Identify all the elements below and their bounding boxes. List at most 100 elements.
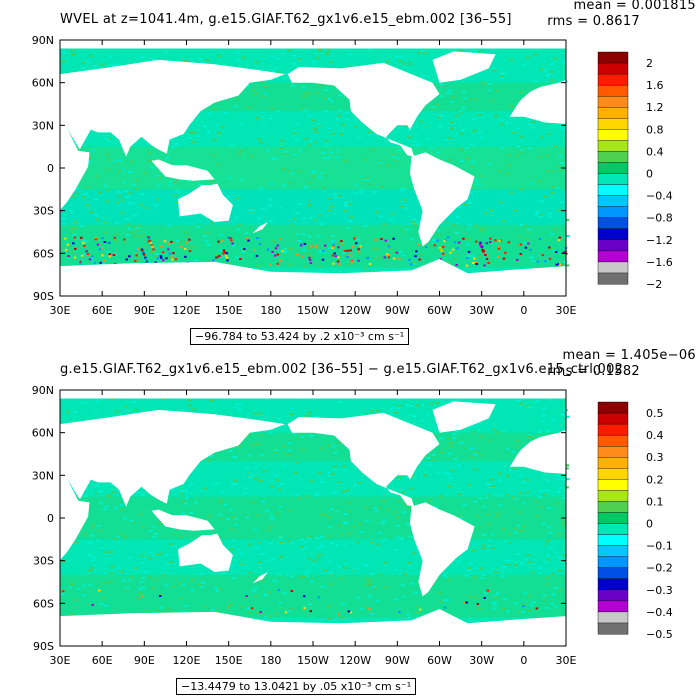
mean-stat: mean = 1.405e−06 (562, 348, 696, 363)
colorbar-swatch (597, 162, 629, 175)
x-tick-label: 180 (260, 654, 281, 667)
y-tick-label: 0 (47, 162, 54, 175)
colorbar-label: −0.8 (646, 212, 673, 225)
colorbar-label: 1.6 (646, 79, 664, 92)
colorbar-swatch (597, 556, 629, 569)
colorbar-swatch (597, 611, 629, 624)
colorbar-label: 0.8 (646, 123, 664, 136)
x-tick-label: 90E (134, 654, 155, 667)
colorbar: 2 1.6 1.2 0.8 0.4 0 −0.4 −0.8 −1.2 −1.6 −2 (597, 51, 673, 291)
x-tick-label: 30W (469, 304, 494, 317)
y-tick-label: 0 (47, 512, 54, 525)
colorbar-label: −0.1 (646, 540, 673, 553)
colorbar-swatch (597, 140, 629, 152)
y-tick-label: 90N (32, 34, 54, 47)
x-tick-label: 30E (50, 654, 71, 667)
colorbar-swatch (597, 217, 629, 230)
colorbar-swatch (597, 512, 629, 525)
colorbar-swatch (597, 250, 629, 263)
colorbar-label: −2 (646, 278, 662, 291)
y-tick-label: 60N (32, 427, 54, 440)
colorbar-label: −0.4 (646, 190, 673, 203)
colorbar-swatch (597, 95, 629, 108)
y-tick-label: 60N (32, 77, 54, 90)
colorbar-swatch (597, 501, 629, 513)
x-tick-label: 90W (385, 304, 410, 317)
colorbar-label: −0.4 (646, 606, 673, 619)
colorbar-label: −1.6 (646, 256, 673, 269)
y-tick-label: 60S (33, 597, 54, 610)
colorbar-label: 0.5 (646, 407, 664, 420)
colorbar-swatch (597, 534, 629, 547)
x-tick-label: 120E (173, 304, 201, 317)
x-tick-label: 0 (520, 654, 527, 667)
colorbar-swatch (597, 73, 629, 86)
x-tick-label: 60W (427, 304, 452, 317)
colorbar-swatch (597, 129, 629, 141)
colorbar-swatch (597, 589, 629, 602)
colorbar-swatch (597, 118, 629, 130)
colorbar-swatch (597, 434, 629, 447)
colorbar-swatch (597, 457, 629, 469)
y-tick-label: 30S (33, 555, 54, 568)
colorbar-swatch (597, 62, 629, 75)
y-tick-label: 90S (33, 290, 54, 303)
x-tick-label: 60E (92, 654, 113, 667)
colorbar-swatch (597, 412, 629, 425)
x-tick-label: 120W (339, 304, 371, 317)
ocean-band (60, 146, 566, 190)
x-tick-label: 30W (469, 654, 494, 667)
colorbar-swatch (597, 261, 629, 274)
southern-ocean-extremes (64, 236, 568, 267)
x-tick-label: 90E (134, 304, 155, 317)
colorbar-label: 0 (646, 168, 653, 181)
colorbar-label: 0 (646, 518, 653, 531)
colorbar-swatch (597, 151, 629, 163)
land-mask (45, 390, 566, 646)
rms-stat: rms = 0.1582 (547, 364, 640, 379)
rms-stat: rms = 0.8617 (547, 14, 640, 29)
x-tick-label: 150E (215, 654, 243, 667)
panel-bottom: g.e15.GIAF.T62_gx1v6.e15_ebm.002 [36–55]… (0, 348, 700, 700)
colorbar: 0.5 0.4 0.3 0.2 0.1 0 −0.1 −0.2 −0.3 −0.4 −0.5 (597, 401, 673, 641)
colorbar-label: 2 (646, 57, 653, 70)
colorbar-swatch (597, 239, 629, 252)
y-tick-label: 90S (33, 640, 54, 653)
y-tick-label: 30S (33, 205, 54, 218)
x-tick-label: 60E (92, 304, 113, 317)
colorbar-swatch (597, 468, 629, 480)
colorbar-swatch (597, 206, 629, 219)
colorbar-swatch (597, 195, 629, 208)
colorbar-label: −0.5 (646, 628, 673, 641)
y-tick-label: 60S (33, 247, 54, 260)
colorbar-label: −1.2 (646, 234, 673, 247)
colorbar-swatch (597, 184, 629, 197)
colorbar-label: 0.4 (646, 145, 664, 158)
ocean-band (60, 539, 566, 575)
y-tick-label: 30N (32, 119, 54, 132)
colorbar-label: 0.3 (646, 451, 664, 464)
mean-stat: mean = 0.001815 (573, 0, 696, 13)
colorbar-swatch (597, 173, 629, 186)
y-tick-label: 30N (32, 469, 54, 482)
colorbar-swatch (597, 228, 629, 241)
colorbar-swatch (597, 578, 629, 591)
x-tick-label: 120W (339, 654, 371, 667)
x-tick-label: 150W (297, 654, 329, 667)
range-label: −96.784 to 53.424 by .2 x10⁻³ cm s⁻¹ (190, 328, 410, 345)
x-tick-label: 180 (260, 304, 281, 317)
colorbar-swatch (597, 272, 629, 285)
x-tick-label: 150E (215, 304, 243, 317)
ocean-band (60, 496, 566, 540)
map-title: g.e15.GIAF.T62_gx1v6.e15_ebm.002 [36–55]… (60, 362, 624, 377)
colorbar-label: 0.1 (646, 495, 664, 508)
x-tick-label: 30E (556, 654, 577, 667)
x-tick-label: 120E (173, 654, 201, 667)
colorbar-swatch (597, 490, 629, 502)
x-tick-label: 0 (520, 304, 527, 317)
colorbar-label: −0.2 (646, 562, 673, 575)
colorbar-label: 1.2 (646, 101, 664, 114)
range-label: −13.4479 to 13.0421 by .05 x10⁻³ cm s⁻¹ (176, 678, 417, 695)
x-tick-label: 60W (427, 654, 452, 667)
